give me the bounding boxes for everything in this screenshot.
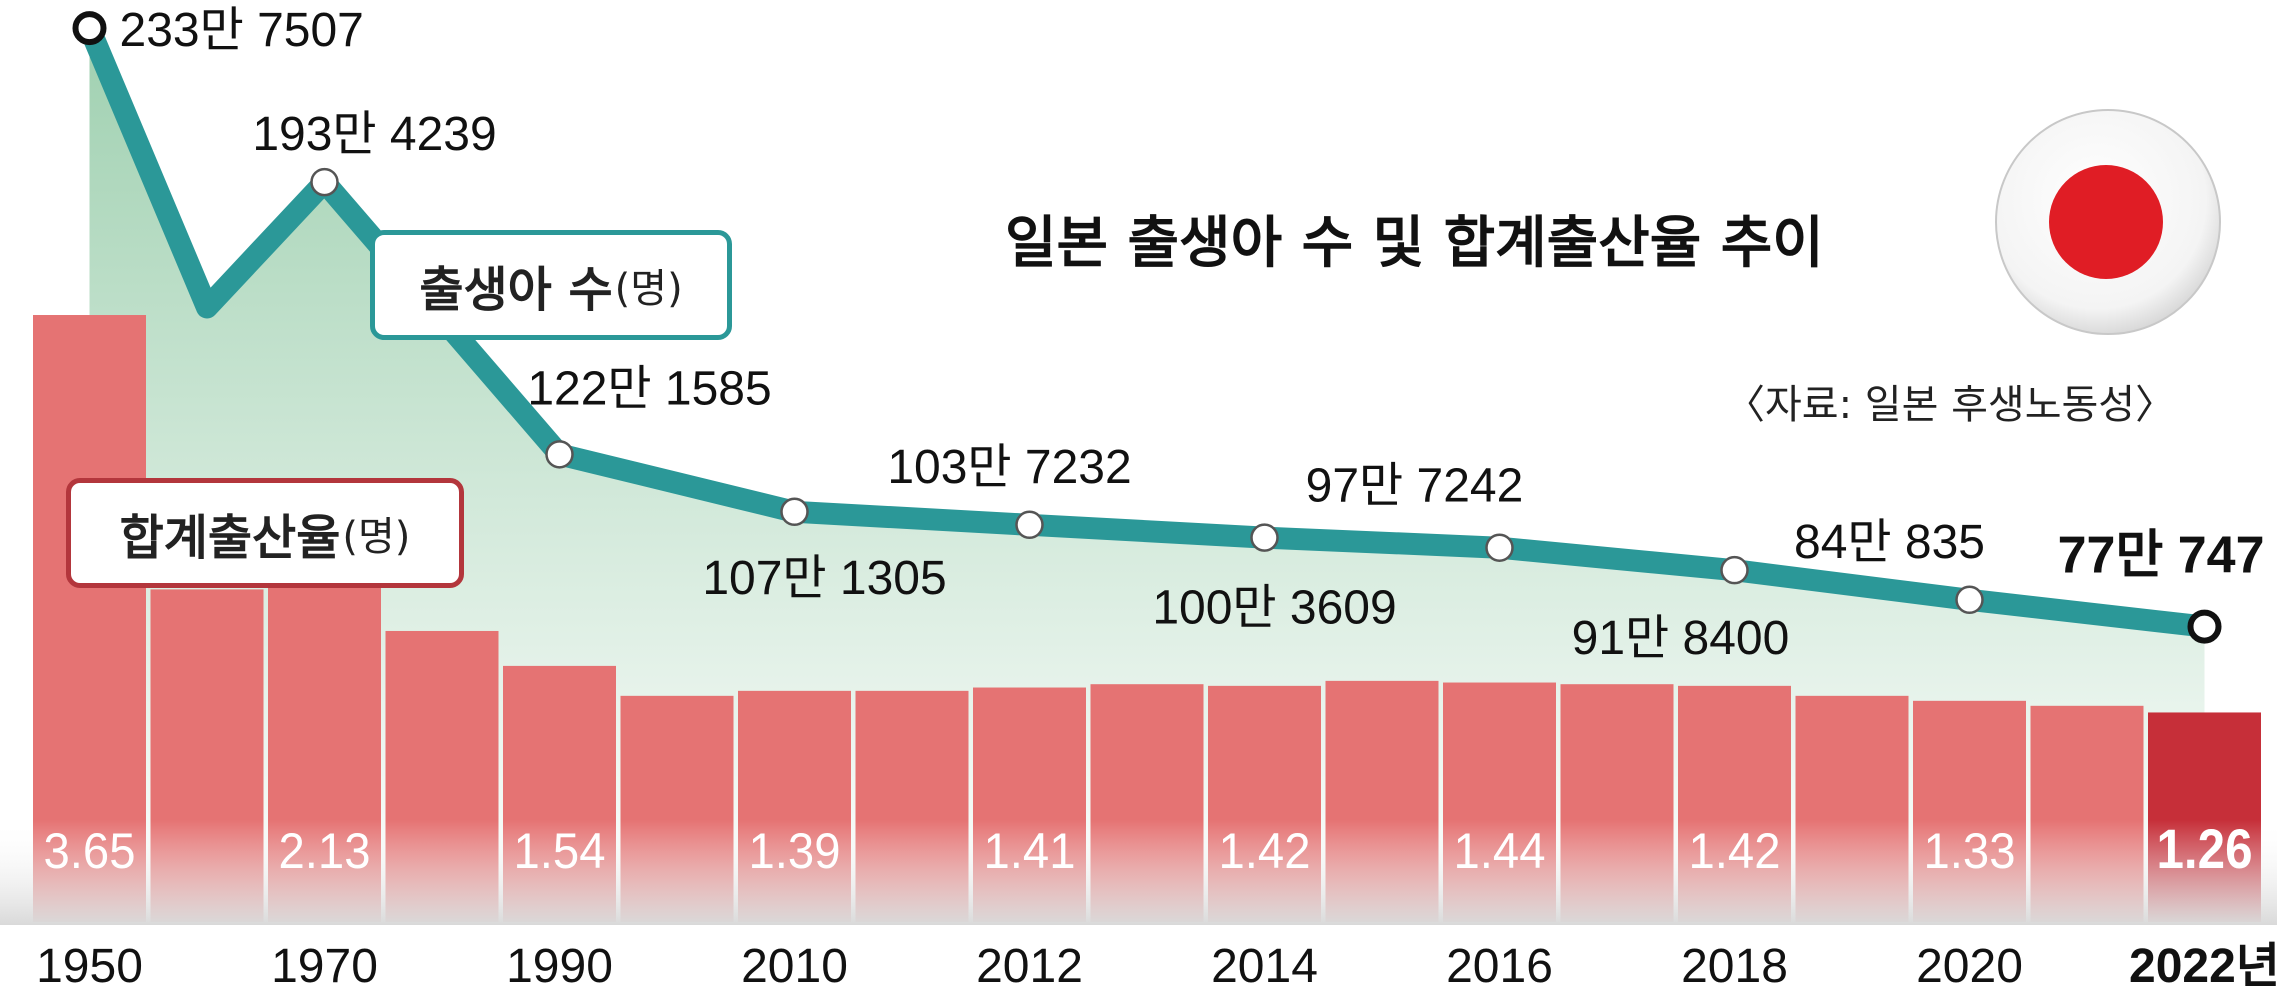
- x-tick-1990: 1990: [506, 940, 613, 993]
- rate-bar-label-1970: 2.13: [279, 823, 371, 879]
- births-label-1970: 193만 4239: [252, 108, 496, 161]
- source-note: 〈자료: 일본 후생노동성〉: [1725, 382, 2176, 428]
- japan-flag-icon: [1995, 109, 2221, 335]
- rate-bar-label-2018: 1.42: [1689, 823, 1781, 879]
- births-point-1970: [310, 167, 339, 197]
- births-point-2016: [1485, 533, 1514, 562]
- births-point-1990: [545, 440, 574, 469]
- x-tick-1950: 1950: [36, 940, 143, 993]
- births-label-1950: 233만 7507: [120, 4, 364, 57]
- births-label-2014: 100만 3609: [1152, 582, 1396, 635]
- floor-shadow: [0, 820, 2277, 925]
- x-tick-2022: 2022년: [2129, 940, 2277, 993]
- rate-bar-label-2014: 1.42: [1219, 823, 1311, 879]
- births-label-2020: 84만 835: [1794, 516, 1985, 569]
- rate-bar-label-2020: 1.33: [1924, 823, 2016, 879]
- births-area-fill: [89, 28, 2205, 923]
- births-area: [89, 28, 2205, 923]
- rate-bar-label-2022: 1.26: [2157, 817, 2253, 880]
- rate-bar-label-1950: 3.65: [44, 823, 136, 879]
- births-point-2022: [2187, 609, 2222, 644]
- x-tick-2020: 2020: [1916, 940, 2023, 993]
- chart-title: 일본 출생아 수 및 합계출산율 추이: [1005, 211, 1824, 276]
- rate-legend-label: 합계출산율: [119, 510, 341, 566]
- births-point-2010: [780, 497, 809, 527]
- rate-bar-label-2012: 1.41: [984, 823, 1076, 879]
- births-label-1990: 122만 1585: [527, 362, 771, 415]
- births-label-2012: 103만 7232: [887, 441, 1131, 494]
- x-tick-2012: 2012: [976, 940, 1083, 993]
- births-point-labels: 233만 7507 193만 4239 122만 1585 107만 1305 103만…: [120, 4, 2265, 665]
- rate-bar-labels: 3.65 2.13 1.54 1.39 1.41 1.42 1.44 1.42 1.33 1.26: [44, 817, 2253, 880]
- births-point-2014: [1250, 523, 1279, 552]
- births-point-1950: [72, 11, 107, 46]
- births-points: [72, 11, 2222, 644]
- births-label-2010: 107만 1305: [702, 552, 946, 605]
- births-point-2018: [1720, 555, 1749, 585]
- births-legend-label: 출생아 수: [419, 262, 613, 318]
- x-tick-2010: 2010: [741, 940, 848, 993]
- x-tick-2018: 2018: [1681, 940, 1788, 993]
- births-point-2020: [1955, 585, 1984, 615]
- births-label-2022: 77만 747: [2058, 527, 2265, 585]
- births-label-2018: 91만 8400: [1572, 612, 1790, 665]
- x-axis-ticks: 1950 1970 1990 2010 2012 2014 2016 2018 2020 2022…: [36, 940, 2277, 993]
- rate-bar-label-2016: 1.44: [1454, 823, 1546, 879]
- births-legend-unit: (명): [614, 266, 683, 312]
- births-label-2016: 97만 7242: [1306, 460, 1524, 513]
- x-tick-2016: 2016: [1446, 940, 1553, 993]
- rate-legend: 합계출산율 (명): [66, 478, 464, 588]
- rate-legend-unit: (명): [342, 514, 411, 560]
- births-point-2012: [1015, 510, 1044, 540]
- x-tick-2014: 2014: [1211, 940, 1318, 993]
- rate-bar-label-1990: 1.54: [514, 823, 606, 879]
- births-legend: 출생아 수 (명): [370, 230, 732, 340]
- x-tick-1970: 1970: [271, 940, 378, 993]
- rate-bar-label-2010: 1.39: [749, 823, 841, 879]
